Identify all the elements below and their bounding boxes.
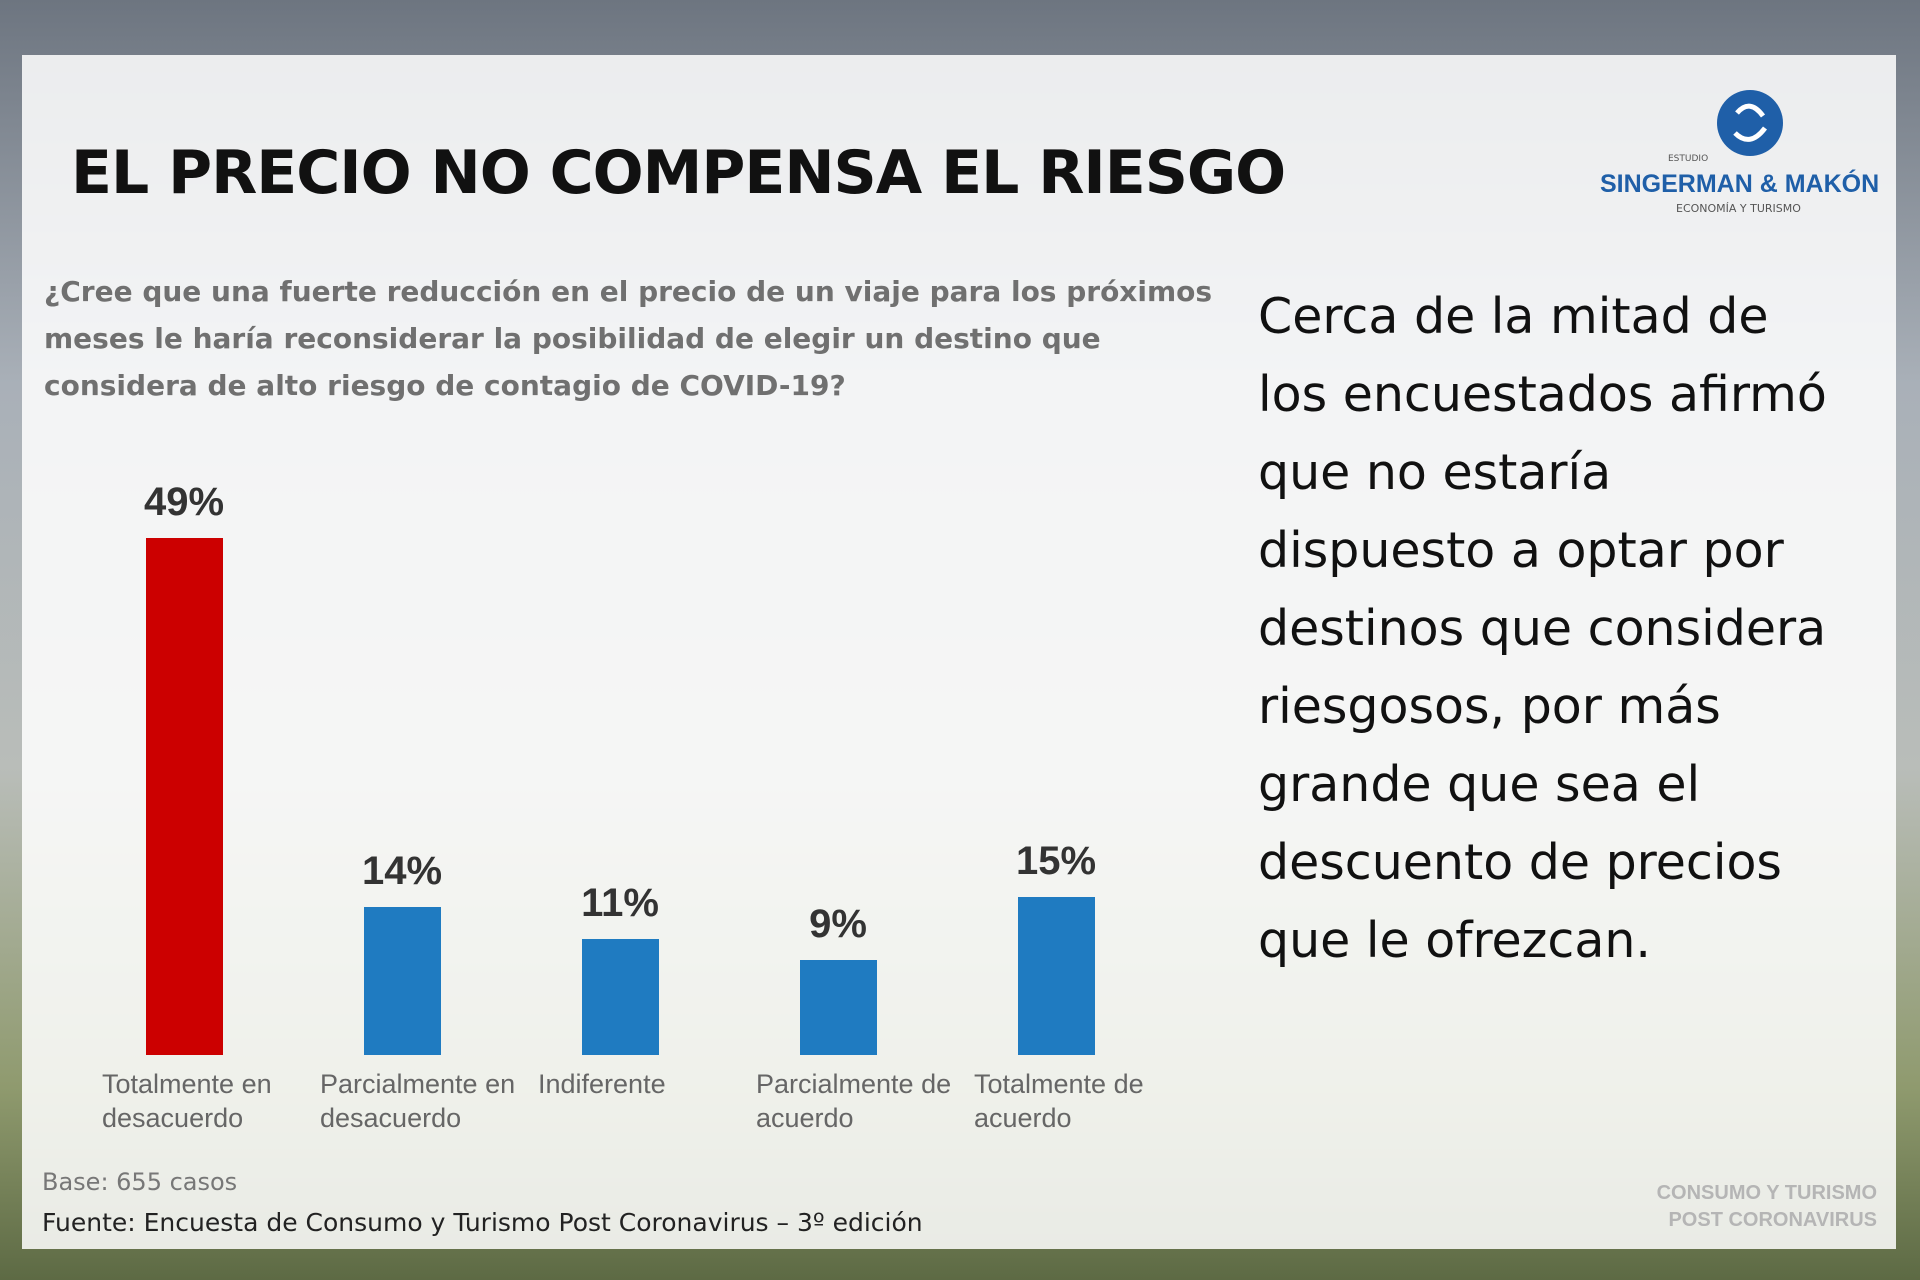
bar bbox=[145, 538, 223, 1055]
chart-subtitle: ¿Cree que una fuerte reducción en el pre… bbox=[44, 275, 1213, 402]
value-label: 49% bbox=[143, 480, 225, 525]
bar bbox=[1017, 896, 1095, 1055]
bar bbox=[363, 907, 441, 1055]
value-label: 9% bbox=[809, 902, 867, 947]
slide-panel bbox=[22, 55, 1896, 1249]
logo-mark bbox=[1717, 90, 1783, 156]
bar bbox=[581, 938, 659, 1055]
logo-prefix: ESTUDIO bbox=[1668, 154, 1709, 164]
logo-tagline: ECONOMÍA Y TURISMO bbox=[1676, 202, 1801, 215]
value-label: 15% bbox=[1015, 838, 1097, 883]
base-note: Base: 655 casos bbox=[42, 1168, 238, 1196]
category-label: Parcialmente de acuerdo bbox=[756, 1069, 952, 1133]
value-label: 14% bbox=[361, 849, 443, 894]
value-label: 11% bbox=[581, 880, 659, 925]
footer-line: POST CORONAVIRUS bbox=[1668, 1209, 1877, 1231]
category-label: Indiferente bbox=[538, 1069, 666, 1099]
source-note: Fuente: Encuesta de Consumo y Turismo Po… bbox=[42, 1208, 923, 1237]
slide-title: EL PRECIO NO COMPENSA EL RIESGO bbox=[71, 138, 1286, 208]
logo-name: SINGERMAN & MAKÓN bbox=[1600, 170, 1880, 198]
category-label: Parcialmente en desacuerdo bbox=[320, 1069, 516, 1133]
summary-text: Cerca de la mitad de los encuestados afi… bbox=[1258, 288, 1827, 969]
bar bbox=[799, 960, 877, 1055]
category-label: Totalmente de acuerdo bbox=[974, 1069, 1144, 1133]
footer-line: CONSUMO Y TURISMO bbox=[1656, 1182, 1877, 1204]
category-label: Totalmente en desacuerdo bbox=[102, 1069, 272, 1133]
